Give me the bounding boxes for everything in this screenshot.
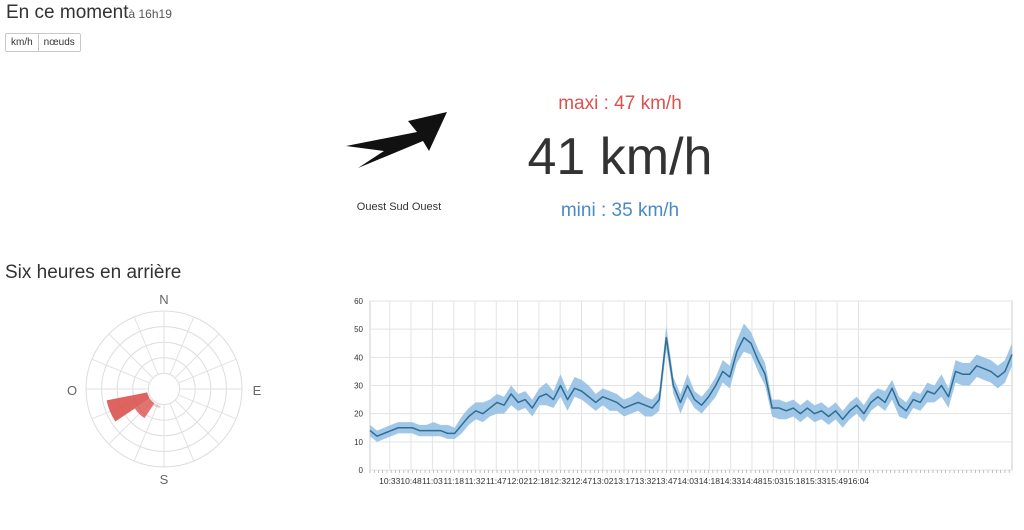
rose-spoke-5 [178, 394, 237, 420]
rose-spoke-15 [133, 316, 159, 375]
compass-label-east: E [253, 383, 262, 398]
unit-knots-button[interactable]: nœuds [38, 33, 81, 52]
x-tick-label-18: 15:03 [763, 476, 785, 486]
y-tick-label-2: 20 [354, 410, 363, 419]
x-tick-label-10: 13:02 [592, 476, 614, 486]
x-tick-label-6: 12:02 [507, 476, 529, 486]
y-tick-label-0: 0 [359, 466, 364, 475]
rose-spoke-2 [174, 333, 220, 379]
current-speed: 41 km/h [527, 128, 713, 186]
rose-spoke-3 [178, 358, 237, 384]
history-title: Six heures en arrière [5, 262, 182, 283]
wind-rose-grid [85, 310, 243, 468]
chart-grid [369, 300, 1013, 471]
x-tick-label-4: 11:32 [465, 476, 486, 486]
rose-ring-0 [147, 372, 181, 406]
rose-spoke-1 [169, 316, 195, 375]
current-heading: En ce momentà 16h19 [6, 2, 172, 24]
unit-toggle: km/h nœuds [5, 33, 81, 52]
y-tick-label-1: 10 [354, 438, 363, 447]
wind-direction-label: Ouest Sud Ouest [356, 201, 442, 213]
x-tick-label-17: 14:48 [741, 476, 763, 486]
x-tick-label-11: 13:17 [613, 476, 635, 486]
x-tick-label-12: 13:32 [635, 476, 657, 486]
x-tick-label-9: 12:47 [571, 476, 593, 486]
min-speed: mini : 35 km/h [560, 200, 680, 221]
wind-rose-chart: N E S O [67, 292, 262, 487]
x-tick-label-3: 11:18 [443, 476, 464, 486]
x-tick-label-1: 10:48 [400, 476, 422, 486]
y-tick-label-3: 30 [354, 382, 363, 391]
wind-direction-arrow-icon [346, 112, 447, 168]
x-tick-label-13: 13:47 [656, 476, 678, 486]
speed-mean-line [369, 336, 1013, 437]
rose-spoke-13 [91, 358, 150, 384]
rose-sector-1 [134, 398, 155, 419]
x-tick-label-2: 11:03 [422, 476, 443, 486]
x-tick-label-7: 12:18 [528, 476, 550, 486]
unit-kmh-button[interactable]: km/h [5, 33, 39, 52]
rose-spoke-14 [108, 333, 154, 379]
x-tick-label-16: 14:33 [720, 476, 742, 486]
rose-spoke-6 [174, 399, 220, 445]
current-title: En ce moment [6, 2, 129, 23]
x-tick-label-8: 12:32 [550, 476, 572, 486]
x-tick-label-5: 11:47 [486, 476, 507, 486]
compass-label-north: N [159, 292, 168, 307]
y-tick-label-5: 50 [354, 325, 363, 334]
compass-label-south: S [160, 472, 169, 487]
x-tick-label-14: 14:03 [677, 476, 699, 486]
x-tick-label-21: 15:49 [827, 476, 849, 486]
speed-range-band [370, 323, 1012, 442]
rose-spoke-7 [169, 403, 195, 462]
x-tick-label-15: 14:18 [699, 476, 721, 486]
rose-sector-2 [153, 403, 161, 409]
rose-spoke-9 [133, 403, 159, 462]
max-speed: maxi : 47 km/h [558, 93, 682, 114]
chart-x-axis: 10:33 10:48 11:03 11:18 11:32 11:47 12:02 12:18… [369, 470, 1010, 486]
x-tick-label-22: 16:04 [848, 476, 870, 486]
x-tick-label-0: 10:33 [379, 476, 401, 486]
current-time: à 16h19 [128, 7, 172, 21]
chart-y-axis: 0 10 20 30 40 50 60 [354, 297, 363, 475]
rose-sector-0 [106, 392, 150, 422]
y-tick-label-6: 60 [354, 297, 363, 306]
y-tick-label-4: 40 [354, 353, 363, 362]
x-tick-label-19: 15:18 [784, 476, 806, 486]
x-tick-label-20: 15:33 [805, 476, 827, 486]
compass-label-west: O [67, 383, 77, 398]
wind-rose-sectors [106, 392, 161, 422]
